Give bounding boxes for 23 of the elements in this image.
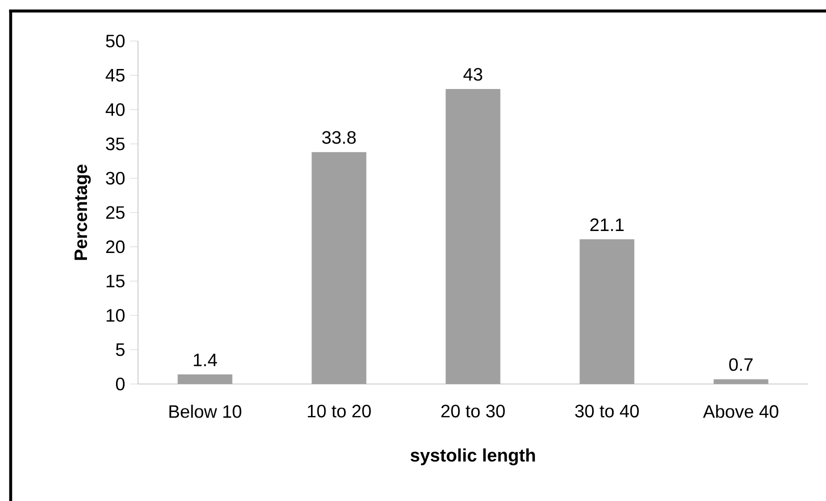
data-label: 43 bbox=[463, 68, 482, 81]
x-tick-label: Above 40 bbox=[703, 404, 778, 418]
x-tick-label: 10 to 20 bbox=[308, 404, 371, 418]
data-label: 21.1 bbox=[590, 218, 624, 231]
data-label: 0.7 bbox=[729, 358, 753, 371]
y-axis-title: Percentage bbox=[74, 164, 91, 260]
data-label: 1.4 bbox=[194, 354, 217, 366]
y-tick-label: 15 bbox=[106, 274, 125, 288]
y-tick-label: 35 bbox=[106, 138, 125, 150]
y-tick-label: 25 bbox=[106, 206, 125, 219]
data-label: 33.8 bbox=[322, 131, 356, 144]
y-tick-label: 5 bbox=[116, 343, 125, 356]
y-tick-label: 40 bbox=[106, 103, 125, 116]
x-tick-label: Below 10 bbox=[169, 404, 242, 418]
y-tick-label: 0 bbox=[116, 378, 125, 390]
y-tick-label: 45 bbox=[106, 69, 125, 82]
y-tick-label: 30 bbox=[106, 172, 125, 185]
x-tick-label: 20 to 30 bbox=[441, 404, 505, 418]
y-tick-label: 20 bbox=[106, 240, 125, 254]
x-axis-title: systolic length bbox=[410, 448, 535, 466]
x-tick-label: 30 to 40 bbox=[575, 404, 639, 418]
y-tick-label: 50 bbox=[106, 34, 125, 48]
y-tick-label: 10 bbox=[106, 309, 125, 322]
